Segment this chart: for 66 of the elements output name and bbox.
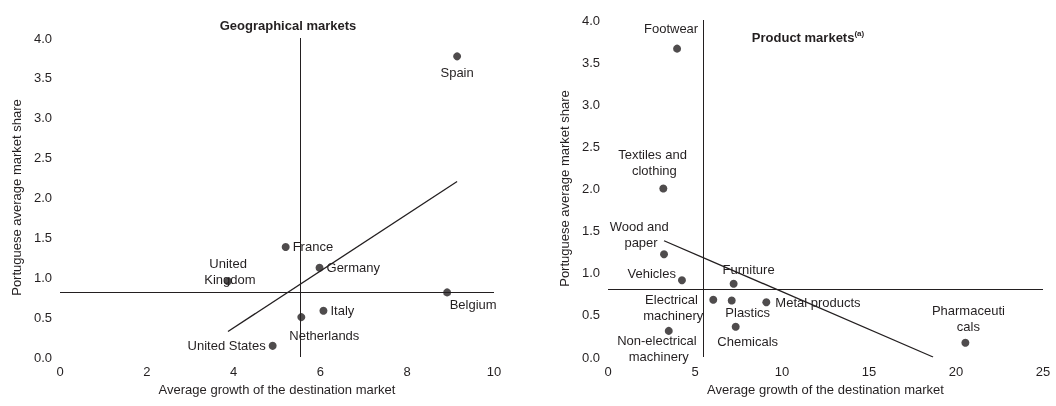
y-tick-label: 4.0 [33, 30, 52, 46]
x-tick-label: 10 [774, 364, 790, 379]
point [453, 52, 462, 61]
annotation: Plastics [725, 305, 771, 321]
x-tick-label: 2 [143, 364, 151, 379]
point [727, 296, 736, 305]
y-tick-label: 2.0 [581, 181, 600, 196]
annotation: Wood and paper [609, 218, 673, 250]
point [673, 44, 682, 53]
y-tick-label: 0.0 [33, 349, 52, 365]
y-tick-label: 2.5 [33, 150, 52, 166]
annotation: Spain [440, 64, 474, 80]
x-tick-label: 25 [1035, 364, 1051, 379]
x-tick-label: 15 [861, 364, 877, 379]
chart-title: Geographical markets [219, 18, 357, 33]
point [961, 338, 970, 347]
annotation: Pharmaceuticals [931, 303, 1005, 335]
x-tick-label: 0 [56, 364, 64, 379]
y-tick-label: 2.5 [581, 138, 600, 154]
point [659, 184, 668, 193]
point [281, 242, 290, 251]
x-tick-label: 0 [604, 364, 612, 379]
annotation: Germany [326, 260, 381, 276]
x-tick-label: 20 [948, 364, 964, 379]
annotation: Italy [330, 303, 355, 319]
annotation: Electrical machinery [643, 292, 704, 324]
annotation: United States [187, 338, 267, 354]
point [729, 279, 738, 288]
annotation: Non-electrical machinery [617, 333, 701, 365]
y-axis-title: Portuguese average market share [9, 99, 25, 296]
y-tick-label: 4.0 [581, 12, 600, 28]
y-tick-label: 2.0 [33, 190, 52, 205]
x-tick-label: 8 [403, 364, 411, 379]
point [762, 298, 771, 307]
y-tick-label: 3.5 [581, 54, 600, 70]
y-tick-label: 1.0 [33, 269, 52, 285]
y-tick-label: 0.5 [33, 309, 52, 325]
y-tick-label: 1.5 [33, 229, 52, 245]
y-tick-label: 3.5 [33, 70, 52, 86]
y-tick-label: 3.0 [33, 110, 52, 126]
point [315, 263, 324, 272]
point [664, 326, 673, 335]
point [660, 250, 669, 259]
annotation: Footwear [643, 21, 699, 37]
point [731, 322, 740, 331]
y-tick-label: 1.0 [581, 265, 600, 281]
point [319, 306, 328, 315]
y-tick-label: 3.0 [581, 96, 600, 112]
y-tick-label: 0.0 [581, 349, 600, 365]
x-axis-title: Average growth of the destination market [158, 381, 396, 397]
y-tick-label: 0.5 [581, 307, 600, 323]
x-tick-label: 5 [691, 364, 699, 379]
x-tick-label: 10 [486, 364, 502, 379]
x-tick-label: 6 [316, 364, 325, 379]
annotation: Textiles and clothing [618, 147, 691, 178]
annotation: Vehicles [627, 265, 677, 281]
x-tick-label: 4 [229, 364, 238, 379]
annotation: Metal products [775, 294, 862, 310]
annotation: Belgium [449, 296, 497, 312]
annotation: Chemicals [717, 334, 779, 350]
point [268, 341, 277, 350]
point [677, 276, 686, 285]
y-axis-title: Portuguese average market share [557, 90, 573, 287]
y-tick-label: 1.5 [581, 223, 600, 239]
point [709, 295, 718, 304]
x-axis-title: Average growth of the destination market [707, 381, 945, 397]
